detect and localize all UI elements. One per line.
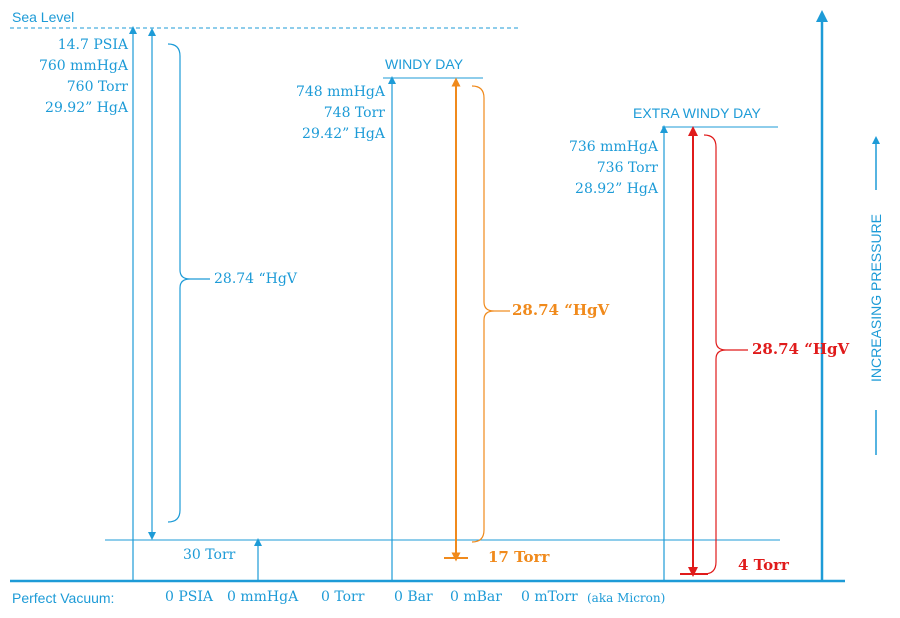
perfect-vacuum-psia: 0 PSIA bbox=[165, 589, 214, 605]
windy-day-vacuum-label: 28.74 “HgV bbox=[512, 301, 610, 319]
extra-windy-day-bottom-label: 4 Torr bbox=[738, 556, 789, 574]
extra-windy-day-brace bbox=[703, 134, 727, 575]
extra-windy-day-title: EXTRA WINDY DAY bbox=[633, 105, 761, 121]
sea-level-vacuum-label: 28.74 “HgV bbox=[214, 271, 297, 287]
windy-day-value-torr: 748 Torr bbox=[323, 105, 385, 121]
sea-level-value-mmhga: 760 mmHgA bbox=[38, 58, 128, 74]
sea-level-value-psia: 14.7 PSIA bbox=[57, 37, 128, 53]
perfect-vacuum-bar: 0 Bar bbox=[394, 589, 433, 605]
windy-day-value-hga: 29.42” HgA bbox=[302, 126, 385, 142]
sea-level-label: Sea Level bbox=[12, 9, 75, 25]
increasing-pressure-label: INCREASING PRESSURE bbox=[868, 213, 884, 383]
perfect-vacuum-torr: 0 Torr bbox=[321, 589, 365, 605]
windy-day-title: WINDY DAY bbox=[385, 56, 464, 72]
thirty-torr-label: 30 Torr bbox=[183, 547, 236, 563]
windy-day-value-mmhga: 748 mmHgA bbox=[295, 84, 385, 100]
perfect-vacuum-label: Perfect Vacuum: bbox=[12, 590, 115, 606]
sea-level-value-torr: 760 Torr bbox=[66, 79, 128, 95]
extra-windy-day-value-mmhga: 736 mmHgA bbox=[568, 139, 658, 155]
extra-windy-day-value-hga: 28.92” HgA bbox=[575, 181, 658, 197]
sea-level-brace bbox=[167, 43, 191, 523]
extra-windy-day-vacuum-label: 28.74 “HgV bbox=[752, 340, 850, 358]
extra-windy-day-value-torr: 736 Torr bbox=[596, 160, 658, 176]
perfect-vacuum-aka: (aka Micron) bbox=[587, 591, 666, 605]
windy-day-bottom-label: 17 Torr bbox=[488, 548, 550, 566]
windy-day-brace bbox=[471, 85, 495, 543]
perfect-vacuum-mbar: 0 mBar bbox=[450, 589, 502, 605]
sea-level-value-hga: 29.92” HgA bbox=[45, 100, 128, 116]
perfect-vacuum-mmhga: 0 mmHgA bbox=[227, 589, 299, 605]
perfect-vacuum-mtorr: 0 mTorr bbox=[521, 589, 578, 605]
